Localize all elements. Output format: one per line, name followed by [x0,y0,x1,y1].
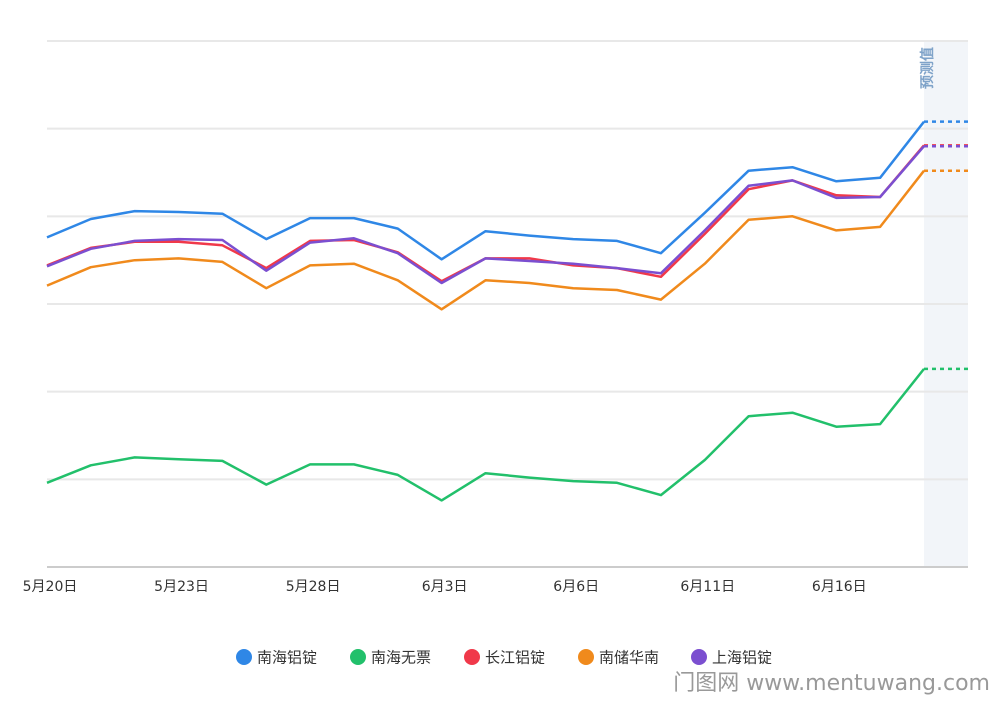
x-tick-label: 5月28日 [286,579,341,595]
legend-label: 长江铝锭 [485,649,545,667]
x-tick-label: 5月20日 [23,579,78,595]
series-line [46,368,925,502]
forecast-label: 预测值 [919,47,936,89]
series-line [46,169,925,311]
legend-swatch [350,649,366,665]
legend-swatch [464,649,480,665]
series-line [46,144,925,283]
x-tick-label: 6月16日 [812,579,867,595]
series-line [46,120,925,261]
x-tick-label: 6月6日 [553,579,599,595]
legend-label: 南海铝锭 [257,649,317,667]
x-tick-label: 5月23日 [154,579,209,595]
series-line [46,145,925,285]
x-tick-label: 6月11日 [680,579,735,595]
watermark: 门图网 www.mentuwang.com [673,671,990,696]
legend-swatch [578,649,594,665]
x-tick-label: 6月3日 [422,579,468,595]
legend-label: 南海无票 [371,649,431,667]
legend-swatch [691,649,707,665]
legend-label: 上海铝锭 [712,649,772,667]
legend-swatch [236,649,252,665]
legend-label: 南储华南 [599,649,659,667]
